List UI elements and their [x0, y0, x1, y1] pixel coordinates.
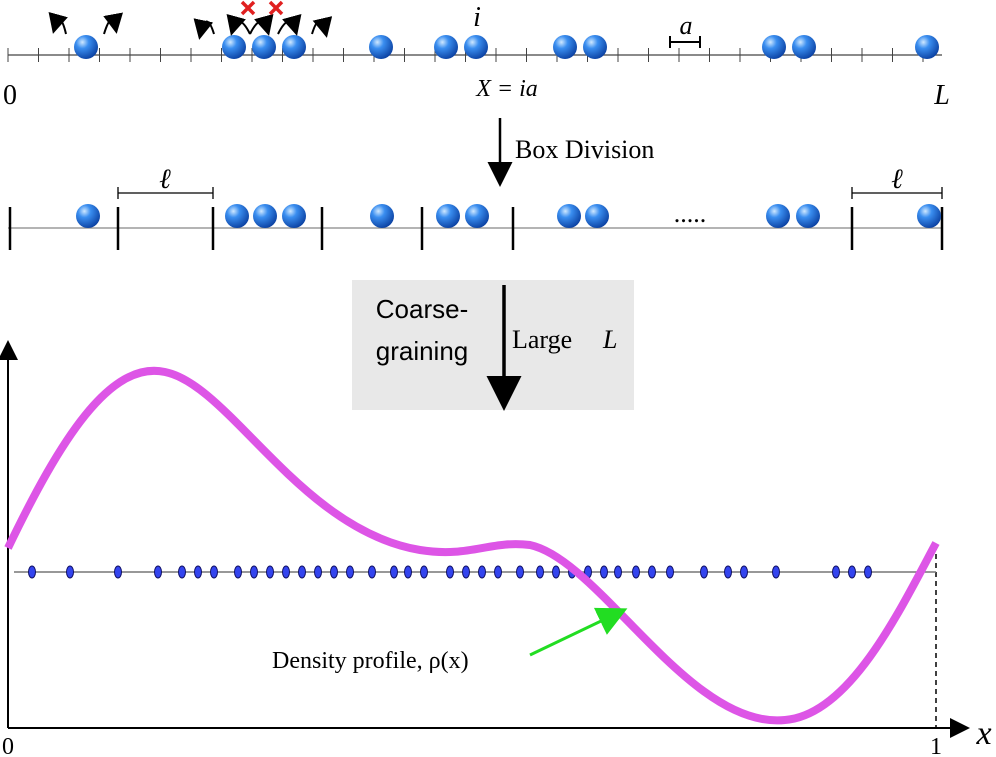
annotation-arrow — [529, 607, 628, 657]
particle — [346, 565, 354, 579]
particle — [864, 565, 872, 579]
x-end: 1 — [930, 734, 942, 757]
particle — [114, 565, 122, 579]
particle — [917, 204, 941, 228]
particle — [234, 565, 242, 579]
particle — [74, 35, 98, 59]
particle — [66, 565, 74, 579]
particle — [222, 35, 246, 59]
particle — [420, 565, 428, 579]
particle — [462, 565, 470, 579]
particle — [585, 204, 609, 228]
particle — [666, 565, 674, 579]
particle — [282, 35, 306, 59]
site-label: i — [473, 2, 481, 33]
particle — [434, 35, 458, 59]
particle — [465, 204, 489, 228]
step-label: Box Division — [515, 135, 654, 164]
particles — [76, 204, 941, 228]
particle — [266, 565, 274, 579]
step-label: Large — [512, 325, 572, 354]
particle — [762, 35, 786, 59]
particle — [648, 565, 656, 579]
particle — [253, 204, 277, 228]
particle — [557, 204, 581, 228]
step-label: L — [602, 325, 617, 354]
blocked-marks — [240, 0, 284, 16]
particle — [369, 35, 393, 59]
particle — [792, 35, 816, 59]
particle — [516, 565, 524, 579]
spacing-label: a — [680, 11, 693, 40]
particle — [464, 35, 488, 59]
particle — [28, 565, 36, 579]
particles — [74, 35, 939, 59]
particles — [28, 565, 872, 579]
particle — [298, 565, 306, 579]
annotation: Density profile, ρ(x) — [272, 648, 469, 674]
step-label: Coarse- — [376, 294, 468, 324]
particle — [766, 204, 790, 228]
particle — [250, 565, 258, 579]
particle — [552, 565, 560, 579]
particle — [700, 565, 708, 579]
box-length: ℓ — [891, 164, 903, 195]
particle — [194, 565, 202, 579]
particle — [154, 565, 162, 579]
box-length: ℓ — [159, 164, 171, 195]
particle — [583, 35, 607, 59]
step-label: graining — [376, 336, 469, 366]
particle — [282, 565, 290, 579]
particle — [614, 565, 622, 579]
box-brackets — [117, 187, 943, 199]
particle — [832, 565, 840, 579]
particle — [210, 565, 218, 579]
particle — [252, 35, 276, 59]
particle — [536, 565, 544, 579]
particle — [282, 204, 306, 228]
particle — [368, 565, 376, 579]
particle — [632, 565, 640, 579]
particle — [76, 204, 100, 228]
density-curve — [4, 366, 940, 725]
particle — [446, 565, 454, 579]
ellipsis: ..... — [674, 199, 707, 228]
particle — [330, 565, 338, 579]
x-origin: 0 — [2, 734, 14, 757]
particle — [225, 204, 249, 228]
particle — [796, 204, 820, 228]
particle — [553, 35, 577, 59]
particle — [390, 565, 398, 579]
box-walls — [8, 207, 944, 250]
particle — [178, 565, 186, 579]
particle — [848, 565, 856, 579]
x-label: x — [975, 715, 991, 752]
particle — [724, 565, 732, 579]
particle — [404, 565, 412, 579]
particle — [314, 565, 322, 579]
particle — [915, 35, 939, 59]
hop-arrows — [48, 11, 333, 40]
end-label: L — [933, 80, 950, 111]
position-label: X = ia — [475, 76, 538, 102]
spacing-bracket — [669, 36, 701, 48]
particle — [494, 565, 502, 579]
particle — [436, 204, 460, 228]
origin-label: 0 — [3, 80, 17, 111]
particle — [740, 565, 748, 579]
particle — [478, 565, 486, 579]
particle — [772, 565, 780, 579]
particle — [600, 565, 608, 579]
particle — [370, 204, 394, 228]
